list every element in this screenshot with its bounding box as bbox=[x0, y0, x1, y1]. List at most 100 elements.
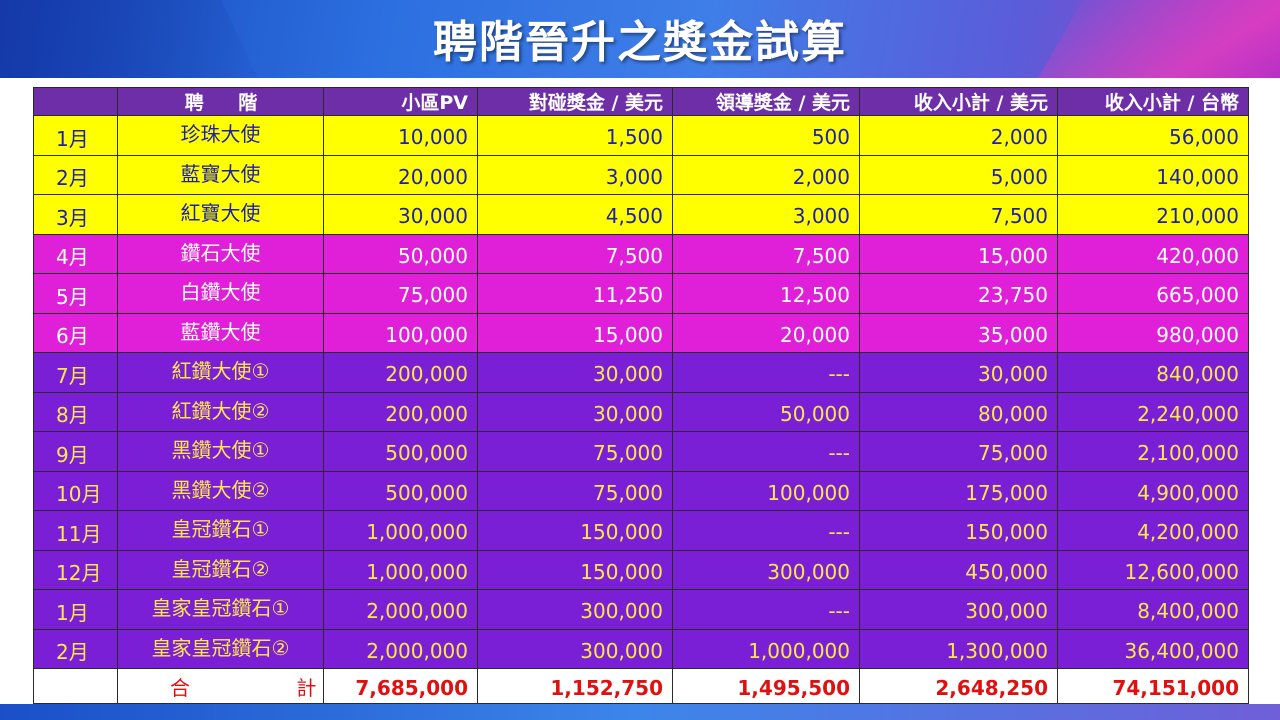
cell-pv: 100,000 bbox=[323, 312, 478, 353]
cell-pv: 200,000 bbox=[323, 352, 478, 393]
title-banner: 聘階晉升之獎金試算 bbox=[0, 0, 1280, 78]
cell-subtotal-usd: 175,000 bbox=[859, 470, 1058, 511]
cell-leader-bonus: 1,000,000 bbox=[672, 628, 860, 669]
header-subtotal-usd: 收入小計 / 美元 bbox=[859, 87, 1058, 116]
cell-subtotal-usd: 150,000 bbox=[859, 510, 1058, 551]
cell-pv: 500,000 bbox=[323, 470, 478, 511]
cell-subtotal-twd: 8,400,000 bbox=[1057, 589, 1249, 630]
cell-subtotal-usd: 5,000 bbox=[859, 154, 1058, 195]
cell-leader-bonus: 500 bbox=[672, 115, 860, 156]
cell-subtotal-usd: 80,000 bbox=[859, 391, 1058, 432]
cell-pair-bonus: 3,000 bbox=[477, 154, 673, 195]
cell-total-blank bbox=[33, 668, 118, 704]
table-row: 4月 鑽石大使 50,000 7,500 7,500 15,000 420,00… bbox=[33, 233, 1249, 274]
cell-month: 8月 bbox=[33, 391, 118, 432]
cell-subtotal-twd: 2,100,000 bbox=[1057, 431, 1249, 472]
cell-rank: 黑鑽大使① bbox=[117, 431, 324, 472]
cell-subtotal-usd: 15,000 bbox=[859, 233, 1058, 274]
cell-subtotal-twd: 36,400,000 bbox=[1057, 628, 1249, 669]
cell-leader-bonus: --- bbox=[672, 431, 860, 472]
cell-pv: 30,000 bbox=[323, 194, 478, 235]
footer-decoration-bar bbox=[0, 704, 1280, 720]
cell-pv: 200,000 bbox=[323, 391, 478, 432]
cell-rank: 皇家皇冠鑽石② bbox=[117, 628, 324, 669]
cell-subtotal-twd: 12,600,000 bbox=[1057, 549, 1249, 590]
cell-pv: 1,000,000 bbox=[323, 510, 478, 551]
table-row: 6月 藍鑽大使 100,000 15,000 20,000 35,000 980… bbox=[33, 312, 1249, 353]
cell-pv: 10,000 bbox=[323, 115, 478, 156]
page-title: 聘階晉升之獎金試算 bbox=[433, 17, 847, 68]
table-row: 7月 紅鑽大使① 200,000 30,000 --- 30,000 840,0… bbox=[33, 352, 1249, 393]
cell-month: 11月 bbox=[33, 510, 118, 551]
cell-leader-bonus: --- bbox=[672, 352, 860, 393]
cell-subtotal-twd: 210,000 bbox=[1057, 194, 1249, 235]
total-row: 合 計 7,685,000 1,152,750 1,495,500 2,648,… bbox=[33, 668, 1249, 704]
cell-month: 2月 bbox=[33, 628, 118, 669]
cell-subtotal-twd: 56,000 bbox=[1057, 115, 1249, 156]
cell-pv: 2,000,000 bbox=[323, 628, 478, 669]
table-row: 3月 紅寶大使 30,000 4,500 3,000 7,500 210,000 bbox=[33, 194, 1249, 235]
cell-pair-bonus: 15,000 bbox=[477, 312, 673, 353]
total-label: 合 計 bbox=[117, 668, 324, 704]
cell-subtotal-usd: 23,750 bbox=[859, 273, 1058, 314]
total-leader-bonus: 1,495,500 bbox=[672, 668, 860, 704]
cell-pair-bonus: 300,000 bbox=[477, 628, 673, 669]
cell-leader-bonus: 12,500 bbox=[672, 273, 860, 314]
cell-month: 10月 bbox=[33, 470, 118, 511]
cell-rank: 皇家皇冠鑽石① bbox=[117, 589, 324, 630]
cell-rank: 紅鑽大使① bbox=[117, 352, 324, 393]
bonus-calculation-table: 聘 階 小區PV 對碰獎金 / 美元 領導獎金 / 美元 收入小計 / 美元 收… bbox=[33, 87, 1249, 704]
cell-month: 6月 bbox=[33, 312, 118, 353]
cell-month: 1月 bbox=[33, 115, 118, 156]
cell-pair-bonus: 4,500 bbox=[477, 194, 673, 235]
header-leader-bonus: 領導獎金 / 美元 bbox=[672, 87, 860, 116]
cell-pv: 75,000 bbox=[323, 273, 478, 314]
cell-rank: 黑鑽大使② bbox=[117, 470, 324, 511]
cell-leader-bonus: 2,000 bbox=[672, 154, 860, 195]
table-header-row: 聘 階 小區PV 對碰獎金 / 美元 領導獎金 / 美元 收入小計 / 美元 收… bbox=[33, 87, 1249, 116]
cell-month: 9月 bbox=[33, 431, 118, 472]
cell-month: 12月 bbox=[33, 549, 118, 590]
cell-rank: 皇冠鑽石① bbox=[117, 510, 324, 551]
header-month bbox=[33, 87, 118, 116]
cell-subtotal-usd: 35,000 bbox=[859, 312, 1058, 353]
cell-pv: 50,000 bbox=[323, 233, 478, 274]
cell-pair-bonus: 1,500 bbox=[477, 115, 673, 156]
cell-leader-bonus: 300,000 bbox=[672, 549, 860, 590]
cell-subtotal-usd: 7,500 bbox=[859, 194, 1058, 235]
cell-pv: 1,000,000 bbox=[323, 549, 478, 590]
header-rank: 聘 階 bbox=[117, 87, 324, 116]
cell-pair-bonus: 150,000 bbox=[477, 549, 673, 590]
cell-pv: 20,000 bbox=[323, 154, 478, 195]
table-row: 1月 皇家皇冠鑽石① 2,000,000 300,000 --- 300,000… bbox=[33, 589, 1249, 630]
header-pair-bonus: 對碰獎金 / 美元 bbox=[477, 87, 673, 116]
cell-pair-bonus: 300,000 bbox=[477, 589, 673, 630]
cell-pair-bonus: 30,000 bbox=[477, 352, 673, 393]
cell-leader-bonus: --- bbox=[672, 510, 860, 551]
header-subtotal-twd: 收入小計 / 台幣 bbox=[1057, 87, 1249, 116]
cell-rank: 鑽石大使 bbox=[117, 233, 324, 274]
table-row: 5月 白鑽大使 75,000 11,250 12,500 23,750 665,… bbox=[33, 273, 1249, 314]
cell-leader-bonus: --- bbox=[672, 589, 860, 630]
table-row: 12月 皇冠鑽石② 1,000,000 150,000 300,000 450,… bbox=[33, 549, 1249, 590]
cell-subtotal-usd: 75,000 bbox=[859, 431, 1058, 472]
cell-rank: 珍珠大使 bbox=[117, 115, 324, 156]
total-pv: 7,685,000 bbox=[323, 668, 478, 704]
cell-rank: 藍寶大使 bbox=[117, 154, 324, 195]
cell-month: 4月 bbox=[33, 233, 118, 274]
total-subtotal-usd: 2,648,250 bbox=[859, 668, 1058, 704]
cell-leader-bonus: 50,000 bbox=[672, 391, 860, 432]
cell-subtotal-twd: 4,200,000 bbox=[1057, 510, 1249, 551]
cell-subtotal-usd: 2,000 bbox=[859, 115, 1058, 156]
cell-leader-bonus: 20,000 bbox=[672, 312, 860, 353]
table-row: 1月 珍珠大使 10,000 1,500 500 2,000 56,000 bbox=[33, 115, 1249, 156]
cell-subtotal-twd: 980,000 bbox=[1057, 312, 1249, 353]
cell-rank: 藍鑽大使 bbox=[117, 312, 324, 353]
table-row: 2月 藍寶大使 20,000 3,000 2,000 5,000 140,000 bbox=[33, 154, 1249, 195]
table-row: 10月 黑鑽大使② 500,000 75,000 100,000 175,000… bbox=[33, 470, 1249, 511]
total-subtotal-twd: 74,151,000 bbox=[1057, 668, 1249, 704]
cell-subtotal-twd: 420,000 bbox=[1057, 233, 1249, 274]
table-row: 11月 皇冠鑽石① 1,000,000 150,000 --- 150,000 … bbox=[33, 510, 1249, 551]
cell-subtotal-twd: 4,900,000 bbox=[1057, 470, 1249, 511]
cell-month: 2月 bbox=[33, 154, 118, 195]
